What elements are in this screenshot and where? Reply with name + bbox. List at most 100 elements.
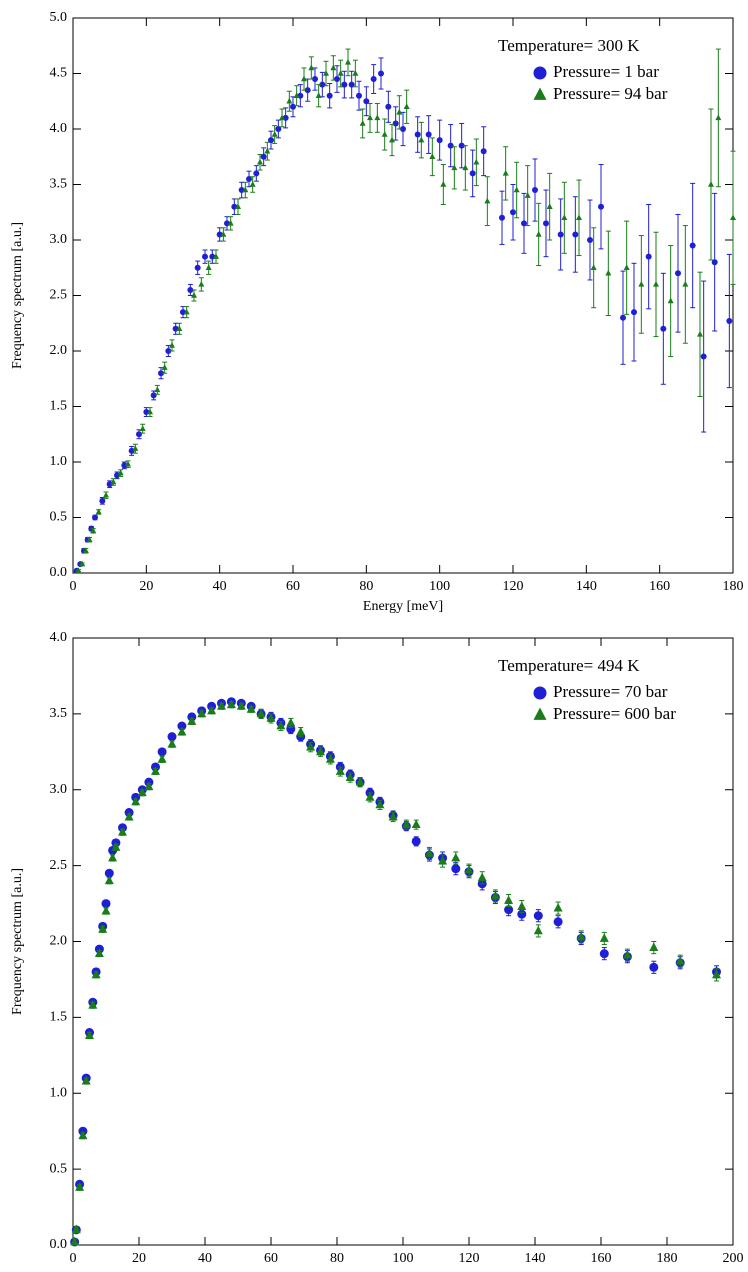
- marker: [187, 286, 194, 293]
- marker: [81, 1075, 91, 1085]
- marker: [490, 890, 500, 900]
- marker: [306, 742, 316, 751]
- marker: [88, 1000, 98, 1009]
- marker: [92, 514, 98, 521]
- y-tick-label: 2.5: [50, 858, 68, 873]
- marker: [144, 781, 154, 791]
- marker: [308, 64, 315, 71]
- marker: [104, 868, 114, 878]
- marker: [315, 92, 322, 98]
- marker: [183, 308, 190, 315]
- marker: [293, 92, 300, 98]
- marker: [557, 231, 564, 238]
- marker: [682, 280, 689, 287]
- marker: [521, 220, 527, 227]
- marker: [504, 895, 514, 904]
- marker: [576, 214, 582, 221]
- marker: [424, 848, 434, 857]
- y-tick-label: 5.0: [50, 10, 68, 25]
- marker: [264, 147, 271, 154]
- marker: [451, 164, 458, 171]
- marker: [411, 819, 421, 829]
- y-tick-label: 0.0: [50, 565, 68, 580]
- marker: [392, 120, 399, 127]
- marker: [111, 842, 121, 851]
- marker: [271, 131, 278, 137]
- x-tick-label: 60: [264, 1251, 278, 1266]
- y-tick-label: 3.0: [50, 232, 68, 247]
- marker: [323, 70, 329, 76]
- marker: [71, 1224, 81, 1234]
- x-tick-label: 40: [198, 1251, 212, 1266]
- marker: [345, 772, 355, 781]
- marker: [708, 181, 714, 187]
- marker: [268, 137, 274, 144]
- marker: [675, 270, 681, 277]
- x-axis-label: Energy [meV]: [363, 599, 443, 614]
- marker: [290, 103, 296, 110]
- marker: [451, 864, 461, 874]
- series: [73, 57, 733, 574]
- marker: [103, 491, 109, 498]
- marker: [667, 297, 674, 304]
- legend-label: Pressure= 70 bar: [553, 682, 668, 701]
- marker: [167, 739, 177, 748]
- marker: [86, 536, 93, 542]
- marker: [464, 865, 474, 874]
- marker: [169, 342, 175, 348]
- marker: [620, 314, 626, 321]
- marker: [176, 325, 183, 332]
- series: [75, 48, 736, 574]
- marker: [381, 131, 388, 137]
- marker: [220, 231, 227, 237]
- x-tick-label: 0: [70, 579, 77, 594]
- marker: [121, 462, 128, 469]
- marker: [700, 353, 707, 360]
- x-tick-label: 20: [139, 579, 153, 594]
- marker: [649, 962, 659, 972]
- marker: [389, 136, 395, 143]
- marker: [301, 75, 307, 82]
- x-tick-label: 140: [525, 1251, 546, 1266]
- y-tick-label: 3.5: [50, 706, 68, 721]
- marker: [253, 170, 260, 177]
- y-tick-label: 3.5: [50, 177, 68, 192]
- marker: [715, 114, 722, 121]
- legend-marker: [533, 66, 547, 80]
- marker: [75, 567, 82, 574]
- marker: [561, 214, 568, 221]
- marker: [533, 911, 543, 921]
- marker: [645, 253, 652, 260]
- marker: [689, 242, 696, 249]
- marker: [730, 214, 736, 221]
- marker: [217, 701, 226, 710]
- marker: [469, 170, 476, 177]
- y-tick-label: 2.0: [50, 343, 68, 358]
- marker: [137, 787, 147, 797]
- x-tick-label: 100: [429, 579, 450, 594]
- x-tick-label: 0: [70, 1251, 77, 1266]
- marker: [429, 153, 436, 159]
- marker: [356, 92, 362, 99]
- marker: [418, 136, 425, 143]
- marker: [599, 933, 609, 942]
- marker: [90, 527, 97, 534]
- marker: [726, 318, 733, 325]
- marker: [279, 114, 285, 121]
- marker: [462, 164, 469, 171]
- marker: [207, 705, 217, 715]
- marker: [117, 469, 124, 476]
- x-tick-label: 180: [723, 579, 744, 594]
- marker: [161, 364, 168, 370]
- marker: [108, 852, 118, 862]
- marker: [275, 126, 282, 132]
- marker: [451, 852, 461, 862]
- marker: [197, 708, 207, 718]
- marker: [697, 330, 703, 337]
- marker: [257, 158, 263, 165]
- marker: [590, 264, 597, 270]
- marker: [326, 92, 333, 99]
- marker: [236, 701, 246, 710]
- marker: [202, 253, 208, 260]
- marker: [374, 114, 381, 121]
